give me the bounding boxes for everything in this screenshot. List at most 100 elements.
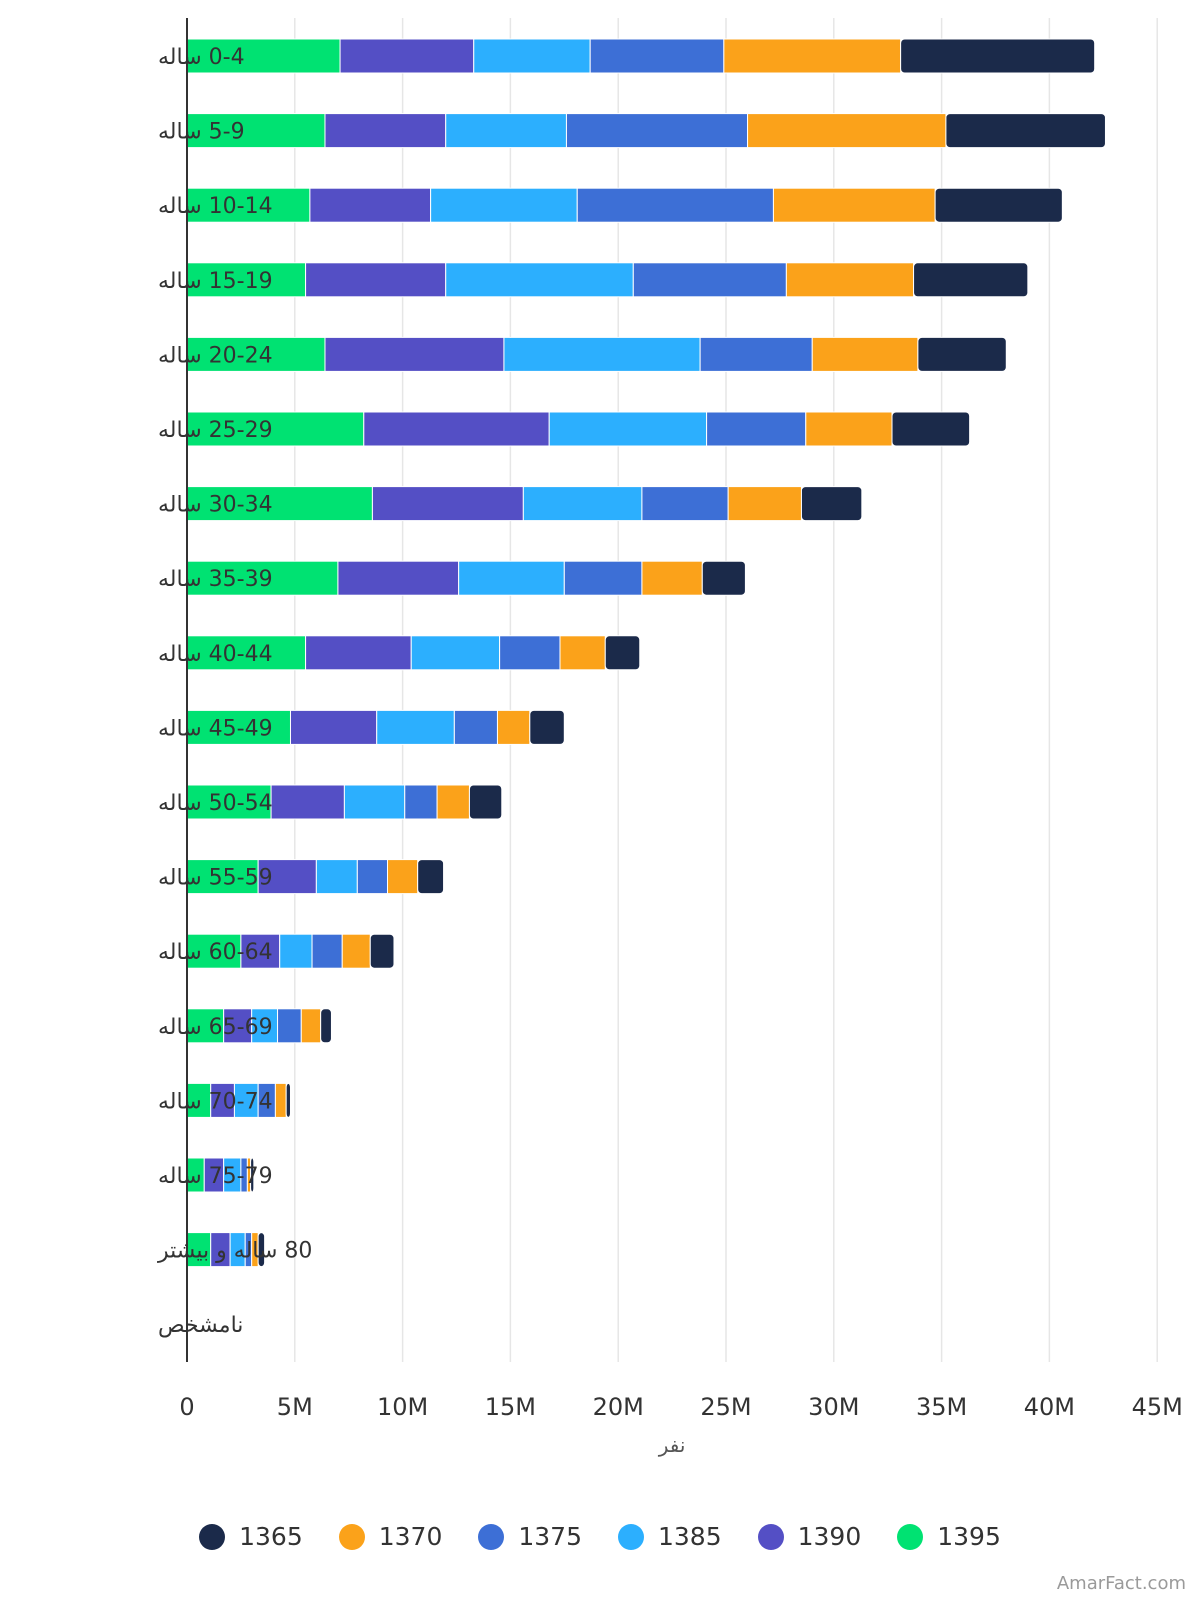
bar-segment-1365[interactable]	[257, 1232, 266, 1268]
bar-segment-1385[interactable]	[473, 38, 591, 74]
bar-segment-1390[interactable]	[339, 38, 475, 74]
bar-segment-1365[interactable]	[529, 709, 565, 745]
bar-segment-1370[interactable]	[785, 262, 915, 298]
bar-segment-1365[interactable]	[250, 1157, 255, 1193]
legend-swatch	[338, 1523, 365, 1550]
bar-segment-1370[interactable]	[300, 1008, 322, 1044]
bar-segment-1390[interactable]	[337, 560, 460, 596]
bar-segment-1375[interactable]	[632, 262, 787, 298]
bar-segment-1390[interactable]	[305, 635, 412, 671]
bar-segment-1390[interactable]	[223, 1008, 253, 1044]
legend-label: 1370	[378, 1522, 443, 1551]
x-tick-labels: 0 5M 10M 15M 20M 25M 30M 35M 40M 45M	[179, 1393, 1182, 1421]
bar-segment-1375[interactable]	[499, 635, 561, 671]
bar-segment-1375[interactable]	[576, 187, 774, 223]
bar-segment-1365[interactable]	[934, 187, 1063, 223]
bar-segment-1395[interactable]	[186, 486, 373, 522]
bar-segment-1370[interactable]	[387, 859, 419, 895]
bar-segment-1395[interactable]	[186, 560, 339, 596]
legend-item-1395[interactable]: 1395	[897, 1522, 1001, 1551]
bar-segment-1375[interactable]	[589, 38, 725, 74]
bar-segment-1370[interactable]	[723, 38, 902, 74]
bar-segment-1385[interactable]	[410, 635, 501, 671]
bar-segment-1390[interactable]	[324, 336, 505, 372]
bar-segment-1370[interactable]	[747, 113, 947, 149]
bar-segment-1365[interactable]	[800, 486, 863, 522]
bar-segment-1370[interactable]	[274, 1082, 287, 1118]
category-label: 70-74 ساله	[158, 1089, 273, 1114]
legend-item-1365[interactable]: 1365	[199, 1522, 303, 1551]
bar-segment-1390[interactable]	[289, 709, 378, 745]
legend-label: 1390	[797, 1522, 862, 1551]
bar-segment-1365[interactable]	[900, 38, 1096, 74]
bar-segment-1375[interactable]	[563, 560, 643, 596]
x-tick-label: 0	[179, 1393, 194, 1421]
x-tick-label: 20M	[593, 1393, 644, 1421]
bar-segment-1395[interactable]	[186, 336, 326, 372]
bar-segment-1390[interactable]	[257, 859, 317, 895]
bar-segment-1370[interactable]	[805, 411, 893, 447]
bar-segment-1385[interactable]	[445, 113, 567, 149]
bar-segment-1395[interactable]	[186, 411, 365, 447]
credit-text[interactable]: AmarFact.com	[1056, 1573, 1186, 1594]
bar-segment-1375[interactable]	[404, 784, 438, 820]
bar-segment-1385[interactable]	[503, 336, 701, 372]
bar-segment-1385[interactable]	[376, 709, 455, 745]
bar-segment-1370[interactable]	[641, 560, 703, 596]
bar-segment-1390[interactable]	[371, 486, 524, 522]
bar-segment-1365[interactable]	[369, 933, 395, 969]
bar-segment-1385[interactable]	[458, 560, 565, 596]
bar-segment-1385[interactable]	[343, 784, 406, 820]
legend-label: 1375	[518, 1522, 582, 1551]
bar-segment-1375[interactable]	[311, 933, 343, 969]
bar-segment-1365[interactable]	[945, 113, 1106, 149]
bar-segment-1370[interactable]	[559, 635, 606, 671]
legend-item-1390[interactable]: 1390	[757, 1522, 862, 1551]
bar-segment-1370[interactable]	[727, 486, 802, 522]
bar-segment-1375[interactable]	[277, 1008, 302, 1044]
legend-swatch	[897, 1523, 924, 1550]
bar-segment-1365[interactable]	[285, 1082, 291, 1118]
bar-segment-1375[interactable]	[565, 113, 749, 149]
bar-segment-1370[interactable]	[772, 187, 936, 223]
bar-segment-1375[interactable]	[699, 336, 813, 372]
bar-segment-1390[interactable]	[363, 411, 550, 447]
bar-segment-1395[interactable]	[186, 784, 272, 820]
bar-segment-1390[interactable]	[240, 933, 281, 969]
bar-segment-1385[interactable]	[251, 1008, 279, 1044]
bar-segment-1375[interactable]	[356, 859, 389, 895]
legend-item-1370[interactable]: 1370	[338, 1522, 443, 1551]
x-tick-label: 30M	[808, 1393, 859, 1421]
bar-segment-1365[interactable]	[891, 411, 971, 447]
bar-segment-1390[interactable]	[309, 187, 432, 223]
bar-segment-1385[interactable]	[315, 859, 358, 895]
bar-segment-1365[interactable]	[701, 560, 746, 596]
bar-segment-1370[interactable]	[436, 784, 470, 820]
bar-segment-1370[interactable]	[341, 933, 371, 969]
bar-segment-1365[interactable]	[320, 1008, 332, 1044]
bar-segment-1375[interactable]	[641, 486, 729, 522]
bar-segment-1365[interactable]	[913, 262, 1029, 298]
bar-segment-1390[interactable]	[305, 262, 447, 298]
bar-segment-1385[interactable]	[430, 187, 578, 223]
legend-swatch	[757, 1523, 784, 1550]
legend-item-1385[interactable]: 1385	[618, 1522, 722, 1551]
bar-segment-1385[interactable]	[522, 486, 643, 522]
bar-segment-1375[interactable]	[453, 709, 498, 745]
bar-segment-1370[interactable]	[811, 336, 919, 372]
bar-segment-1385[interactable]	[279, 933, 313, 969]
bar-segment-1365[interactable]	[604, 635, 641, 671]
legend-item-1375[interactable]: 1375	[478, 1522, 582, 1551]
bar-segment-1365[interactable]	[417, 859, 445, 895]
bar-segment-1395[interactable]	[186, 262, 307, 298]
bar-segment-1385[interactable]	[548, 411, 708, 447]
bar-segment-1365[interactable]	[917, 336, 1007, 372]
bar-segment-1390[interactable]	[270, 784, 345, 820]
bar-segment-1395[interactable]	[186, 709, 291, 745]
bar-segment-1375[interactable]	[706, 411, 807, 447]
bar-segment-1370[interactable]	[496, 709, 531, 745]
bar-segment-1390[interactable]	[324, 113, 447, 149]
bar-segment-1385[interactable]	[445, 262, 634, 298]
bar-segment-1365[interactable]	[468, 784, 503, 820]
bar-segment-1395[interactable]	[186, 187, 311, 223]
